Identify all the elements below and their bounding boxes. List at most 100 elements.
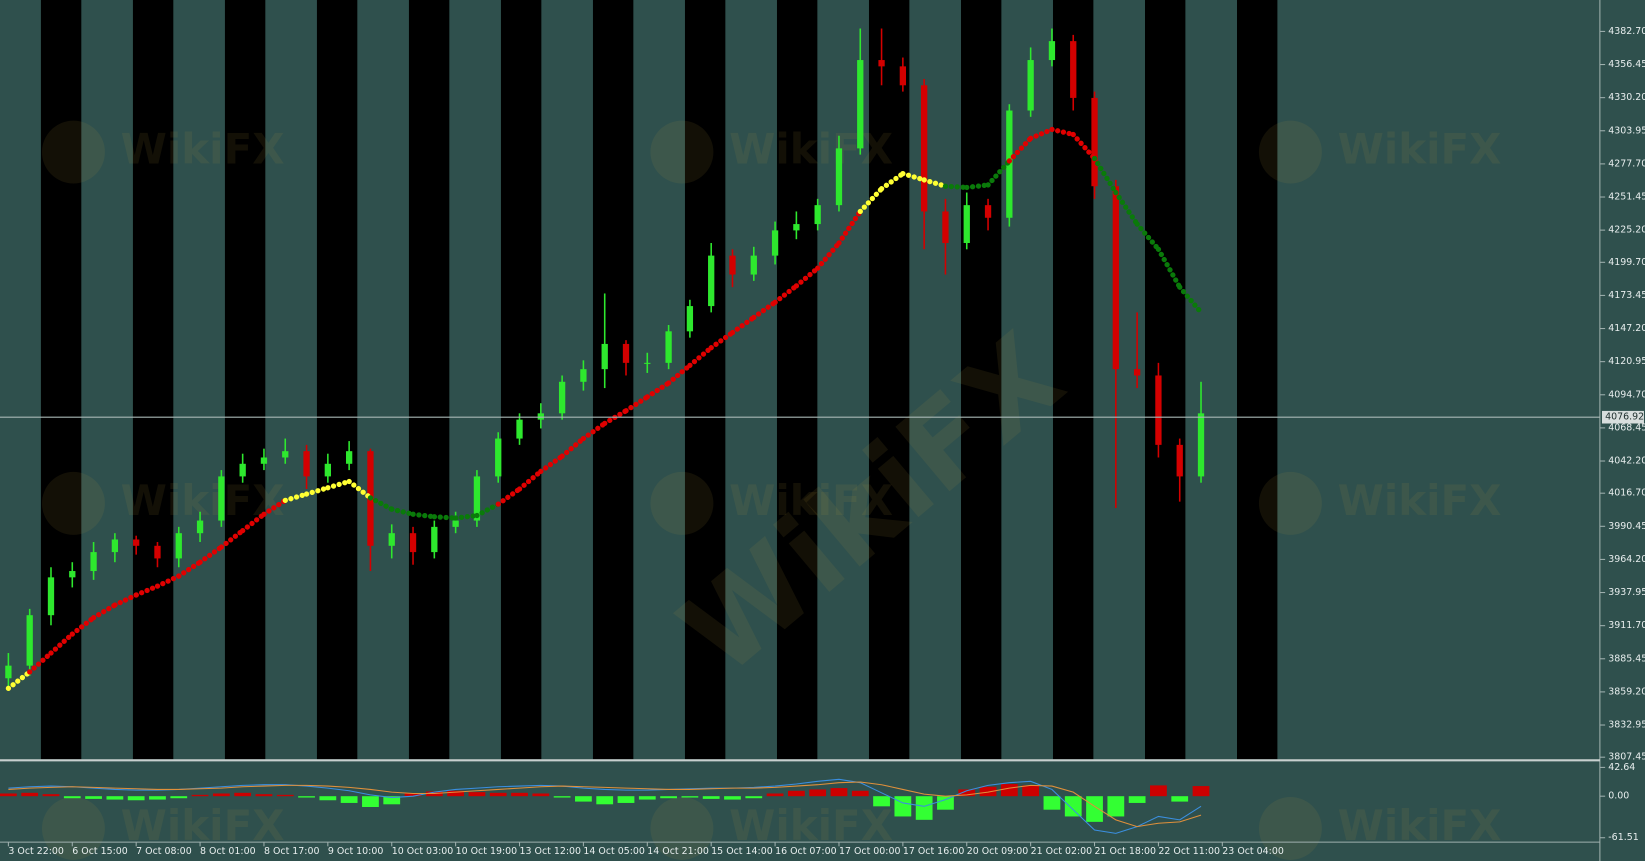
candle-body (345, 451, 353, 464)
watermark-logo (1258, 797, 1322, 860)
candle-body (1091, 97, 1098, 187)
candle-body (665, 331, 672, 363)
histogram-bar (1192, 786, 1210, 797)
ma-segment (623, 394, 650, 414)
ma-segment (751, 299, 778, 321)
session-stripe (1144, 0, 1186, 760)
ma-segment (985, 158, 1012, 188)
ma-segment (5, 669, 33, 691)
candle-body (835, 148, 843, 206)
ma-segment (282, 491, 310, 504)
ma-segment (133, 583, 161, 598)
y-tick-label: 3911.70 (1608, 620, 1645, 631)
y-tick-label: 4147.20 (1608, 323, 1645, 334)
histogram-bar (1000, 784, 1018, 797)
candle-body (431, 526, 438, 553)
histogram-bar (1086, 796, 1103, 822)
ma-segment (1113, 189, 1140, 227)
x-tick-label: 9 Oct 10:00 (328, 846, 384, 857)
histogram-bar (404, 793, 422, 797)
candle-body (218, 476, 225, 521)
histogram-bar (106, 796, 124, 800)
ma-segment (772, 283, 799, 305)
y-tick-label: 3885.45 (1608, 653, 1645, 664)
session-stripe (408, 0, 450, 760)
session-stripe (500, 0, 542, 760)
ma-segment (1155, 246, 1183, 290)
ma-segment (240, 511, 267, 534)
ma-segment (197, 544, 224, 565)
ma-segment (815, 240, 842, 271)
ma-segment (857, 186, 885, 215)
candle-body (154, 545, 161, 559)
candle-body (793, 224, 800, 231)
candle-body (175, 533, 182, 559)
ma-segment (644, 380, 672, 400)
candle-body (409, 533, 417, 553)
x-tick-label: 14 Oct 21:00 (647, 846, 709, 857)
x-tick-label: 20 Oct 09:00 (967, 846, 1029, 857)
histogram-bar (489, 792, 507, 797)
candle-body (984, 205, 992, 218)
session-stripe (1052, 0, 1094, 760)
histogram-bar (915, 796, 933, 820)
histogram-bar (468, 792, 486, 797)
histogram-bar (383, 796, 401, 805)
candle-body (90, 552, 97, 572)
y-tick-label: 4068.45 (1608, 422, 1645, 433)
ma-segment (793, 265, 821, 289)
histogram-bar (298, 796, 315, 798)
candle-body (558, 381, 566, 414)
candle-body (878, 60, 885, 67)
ma-segment (112, 592, 139, 608)
histogram-bar (1022, 785, 1040, 797)
y-tick-label: 4251.45 (1608, 192, 1645, 203)
candle-body (857, 60, 864, 149)
oscillator-line (8, 778, 1202, 834)
x-tick-label: 17 Oct 16:00 (903, 846, 965, 857)
plot-area (0, 28, 1210, 834)
candle-body (303, 451, 310, 477)
bid-label-box (1601, 410, 1644, 424)
ma-segment (538, 453, 565, 474)
ma-segment (921, 177, 949, 189)
watermark-text: WikiFX (1338, 125, 1502, 174)
watermark-logo (41, 797, 105, 860)
y-tick-label: 4016.70 (1608, 488, 1645, 499)
candle-body (1112, 186, 1119, 370)
y-tick-label: 3937.95 (1608, 587, 1645, 598)
histogram-bar (63, 796, 81, 799)
ma-segment (431, 514, 459, 521)
ma-segment (1177, 284, 1204, 316)
candle-body (601, 343, 608, 370)
y-tick-label: 4356.45 (1608, 59, 1645, 70)
watermark-logo (1258, 120, 1322, 184)
histogram-bar (85, 796, 102, 799)
histogram-bar (532, 793, 550, 797)
candle-body (260, 457, 268, 464)
x-tick-label: 8 Oct 01:00 (200, 846, 256, 857)
candle-body (814, 205, 821, 225)
y-tick-label: 4199.70 (1608, 257, 1645, 268)
ma-segment (942, 183, 970, 191)
histogram-bar (873, 796, 890, 807)
watermark-logo (1258, 471, 1322, 535)
watermark-text: WikiFX (729, 476, 893, 525)
ma-segment (495, 486, 523, 507)
ma-segment (474, 501, 501, 519)
candle-body (921, 85, 928, 212)
candle-body (111, 539, 119, 553)
session-stripe (132, 0, 174, 760)
histogram-bar (596, 796, 614, 805)
y-tick-label: 3807.45 (1608, 752, 1645, 763)
histogram-bar (894, 796, 912, 817)
y-tick-label: 4173.45 (1608, 290, 1645, 301)
histogram-bar (511, 792, 528, 797)
candle-body (580, 369, 587, 382)
x-tick-label: 13 Oct 12:00 (520, 846, 582, 857)
candle-body (622, 343, 630, 363)
ma-segment (665, 362, 693, 386)
ma-segment (836, 208, 863, 246)
